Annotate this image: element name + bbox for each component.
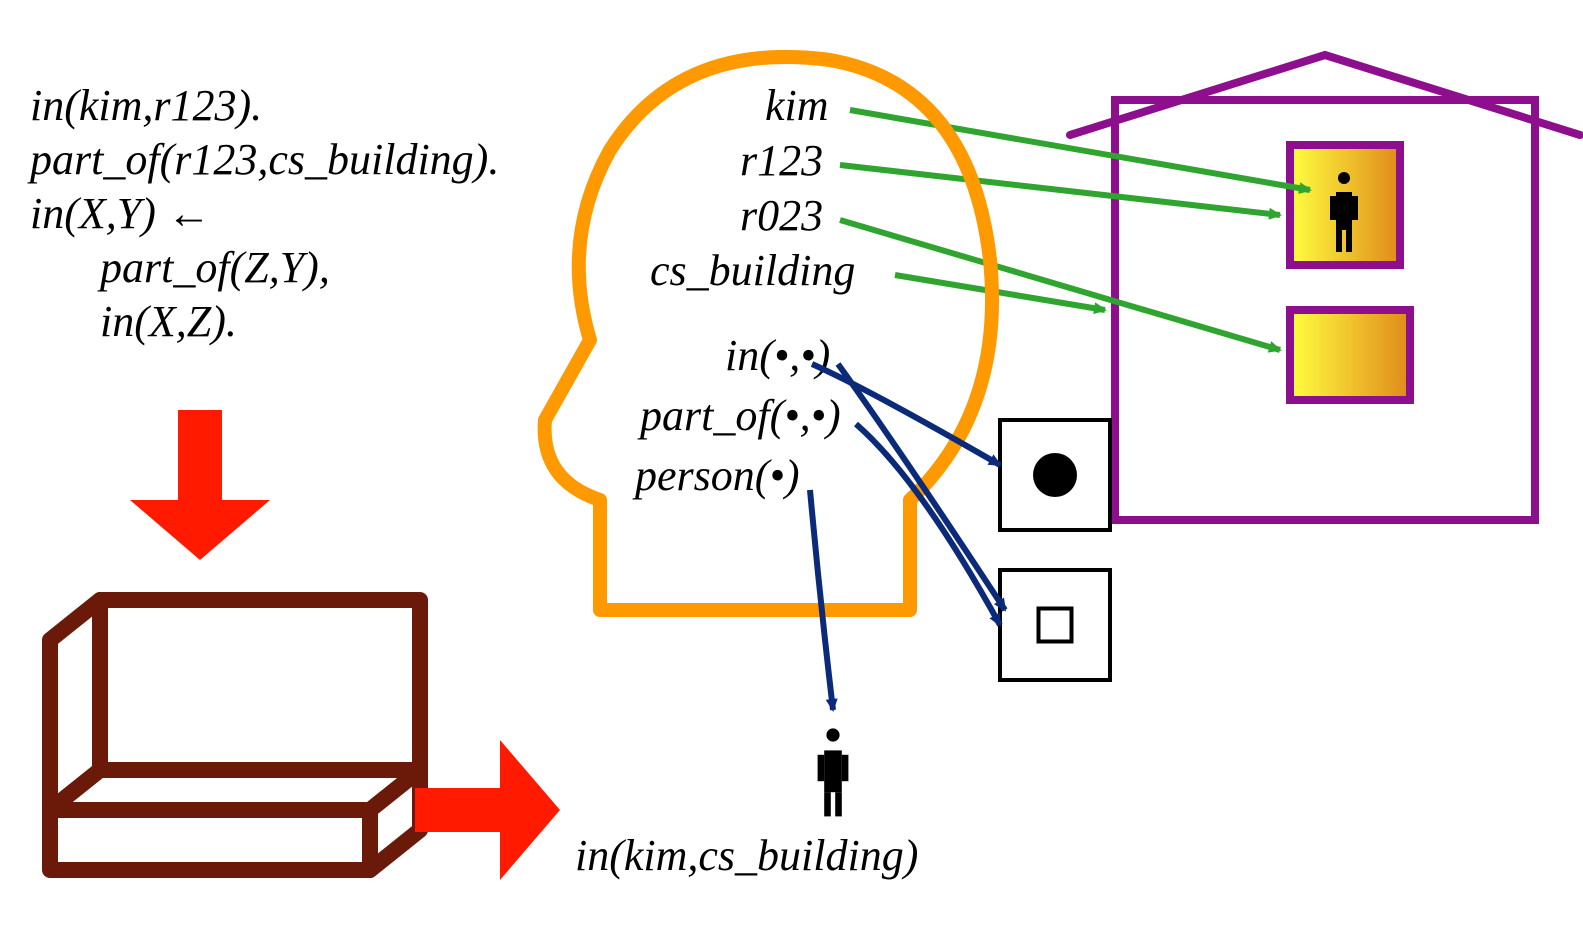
logic-line-4: in(X,Z). [100, 297, 237, 346]
house-icon [1070, 55, 1580, 520]
blue-arrow-person_dot [810, 490, 833, 710]
concept-label-part_of: part_of(•,•) [637, 391, 841, 440]
logic-code-block: in(kim,r123). part_of(r123,cs_building).i… [27, 81, 499, 346]
concept-label-in: in(•,•) [725, 331, 830, 380]
concept-labels-group: kim r123 r023 cs_building in(•,•) part_of(•,•… [632, 81, 855, 500]
in-relation-box [1000, 420, 1110, 530]
result-text: in(kim,cs_building) [575, 831, 918, 880]
logic-line-3: part_of(Z,Y), [97, 243, 330, 292]
person-below-icon [818, 728, 849, 816]
green-arrow-csb_end [895, 275, 1105, 310]
concept-label-person: person(•) [632, 451, 799, 500]
red-arrow-down-icon [130, 410, 270, 560]
concept-label-kim: kim [765, 81, 829, 130]
logic-line-2: in(X,Y) ← [30, 189, 211, 238]
concept-label-r123: r123 [740, 136, 823, 185]
concept-label-csb: cs_building [650, 246, 855, 295]
red-arrow-right-icon [415, 740, 560, 880]
logic-line-1: part_of(r123,cs_building). [27, 135, 499, 184]
concept-label-r023: r023 [740, 191, 823, 240]
logic-line-0: in(kim,r123). [30, 81, 262, 130]
laptop-icon [50, 600, 420, 870]
part-of-relation-box [1000, 570, 1110, 680]
relation-boxes-group [1000, 420, 1110, 680]
